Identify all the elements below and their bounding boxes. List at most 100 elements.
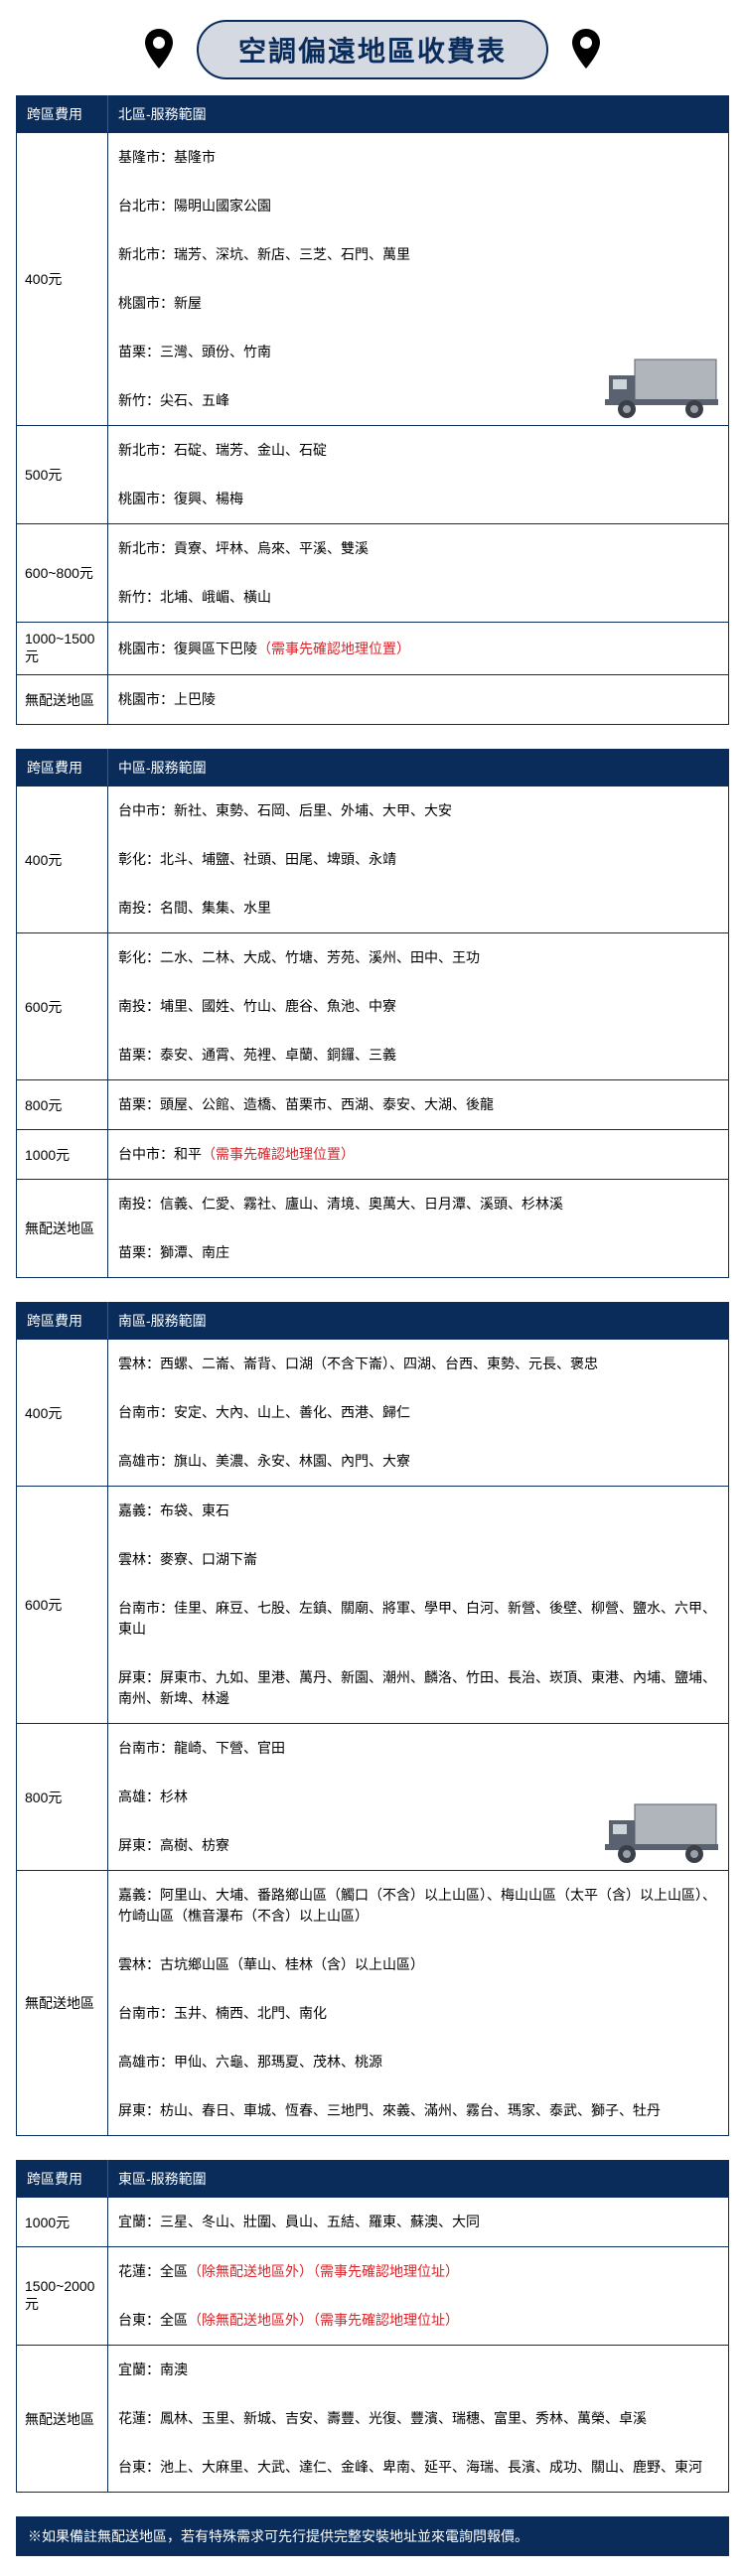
table-row: 400元雲林：西螺、二崙、崙背、口湖（不含下崙）、四湖、台西、東勢、元長、褒忠台… bbox=[17, 1340, 729, 1487]
table-row: 1500~2000元花蓮：全區（除無配送地區外）（需事先確認地理位址）台東：全區… bbox=[17, 2247, 729, 2346]
table-row: 500元新北市：石碇、瑞芳、金山、石碇桃園市：復興、楊梅 bbox=[17, 426, 729, 524]
area-cell: 桃園市：復興區下巴陵（需事先確認地理位置） bbox=[108, 623, 729, 675]
footer-note: ※如果備註無配送地區，若有特殊需求可先行提供完整安裝地址並來電詢問報價。 bbox=[16, 2516, 729, 2556]
col-header-area: 東區-服務範圍 bbox=[108, 2161, 729, 2198]
area-line: 苗栗：頭屋、公館、造橋、苗栗市、西湖、泰安、大湖、後龍 bbox=[108, 1080, 728, 1129]
area-line: 花蓮：全區（除無配送地區外）（需事先確認地理位址） bbox=[108, 2247, 728, 2296]
area-line: 基隆市：基隆市 bbox=[108, 133, 728, 182]
table-row: 400元基隆市：基隆市台北市：陽明山國家公園新北市：瑞芳、深坑、新店、三芝、石門… bbox=[17, 133, 729, 426]
area-line: 桃園市：復興區下巴陵（需事先確認地理位置） bbox=[108, 625, 728, 673]
fee-cell: 1500~2000元 bbox=[17, 2247, 108, 2346]
zone-section-south: 跨區費用南區-服務範圍400元雲林：西螺、二崙、崙背、口湖（不含下崙）、四湖、台… bbox=[16, 1302, 729, 2136]
truck-icon bbox=[605, 1798, 724, 1866]
area-line: 雲林：西螺、二崙、崙背、口湖（不含下崙）、四湖、台西、東勢、元長、褒忠 bbox=[108, 1340, 728, 1388]
area-cell: 彰化：二水、二林、大成、竹塘、芳苑、溪州、田中、王功南投：埔里、國姓、竹山、鹿谷… bbox=[108, 933, 729, 1080]
col-header-fee: 跨區費用 bbox=[17, 2161, 108, 2198]
area-cell: 台南市：龍崎、下營、官田高雄：杉林屏東：高樹、枋寮 bbox=[108, 1724, 729, 1871]
fee-cell: 800元 bbox=[17, 1724, 108, 1871]
fee-cell: 400元 bbox=[17, 787, 108, 933]
fee-cell: 1000元 bbox=[17, 1130, 108, 1180]
area-line: 台南市：佳里、麻豆、七股、左鎮、關廟、將軍、學甲、白河、新營、後壁、柳營、鹽水、… bbox=[108, 1584, 728, 1653]
area-line: 新竹：北埔、峨嵋、橫山 bbox=[108, 573, 728, 622]
fee-cell: 1000~1500元 bbox=[17, 623, 108, 675]
col-header-fee: 跨區費用 bbox=[17, 750, 108, 787]
area-line: 彰化：二水、二林、大成、竹塘、芳苑、溪州、田中、王功 bbox=[108, 933, 728, 982]
fee-cell: 無配送地區 bbox=[17, 675, 108, 725]
area-line: 桃園市：復興、楊梅 bbox=[108, 475, 728, 523]
fee-cell: 無配送地區 bbox=[17, 1871, 108, 2136]
area-line: 新北市：瑞芳、深坑、新店、三芝、石門、萬里 bbox=[108, 230, 728, 279]
fee-cell: 無配送地區 bbox=[17, 2346, 108, 2493]
area-line: 台東：池上、大麻里、大武、達仁、金峰、卑南、延平、海瑞、長濱、成功、關山、鹿野、… bbox=[108, 2443, 728, 2492]
area-line: 宜蘭：南澳 bbox=[108, 2346, 728, 2394]
area-line: 台中市：和平（需事先確認地理位置） bbox=[108, 1130, 728, 1179]
area-line: 苗栗：泰安、通霄、苑裡、卓蘭、銅鑼、三義 bbox=[108, 1031, 728, 1079]
table-row: 1000元台中市：和平（需事先確認地理位置） bbox=[17, 1130, 729, 1180]
fee-table: 跨區費用中區-服務範圍400元台中市：新社、東勢、石岡、后里、外埔、大甲、大安彰… bbox=[16, 749, 729, 1278]
area-line: 桃園市：上巴陵 bbox=[108, 675, 728, 724]
area-line: 台東：全區（除無配送地區外）（需事先確認地理位址） bbox=[108, 2296, 728, 2345]
location-pin-icon bbox=[568, 27, 604, 72]
table-row: 無配送地區桃園市：上巴陵 bbox=[17, 675, 729, 725]
area-line: 高雄市：旗山、美濃、永安、林園、內門、大寮 bbox=[108, 1437, 728, 1486]
fee-cell: 800元 bbox=[17, 1080, 108, 1130]
fee-cell: 1000元 bbox=[17, 2198, 108, 2247]
fee-cell: 無配送地區 bbox=[17, 1180, 108, 1278]
area-line: 屏東：枋山、春日、車城、恆春、三地門、來義、滿州、霧台、瑪家、泰武、獅子、牡丹 bbox=[108, 2086, 728, 2135]
area-cell: 苗栗：頭屋、公館、造橋、苗栗市、西湖、泰安、大湖、後龍 bbox=[108, 1080, 729, 1130]
area-line: 嘉義：阿里山、大埔、番路鄉山區（觸口（不含）以上山區）、梅山山區（太平（含）以上… bbox=[108, 1871, 728, 1940]
table-row: 無配送地區嘉義：阿里山、大埔、番路鄉山區（觸口（不含）以上山區）、梅山山區（太平… bbox=[17, 1871, 729, 2136]
area-cell: 新北市：貢寮、坪林、烏來、平溪、雙溪新竹：北埔、峨嵋、橫山 bbox=[108, 524, 729, 623]
area-cell: 台中市：和平（需事先確認地理位置） bbox=[108, 1130, 729, 1180]
zone-section-center: 跨區費用中區-服務範圍400元台中市：新社、東勢、石岡、后里、外埔、大甲、大安彰… bbox=[16, 749, 729, 1278]
table-row: 600元彰化：二水、二林、大成、竹塘、芳苑、溪州、田中、王功南投：埔里、國姓、竹… bbox=[17, 933, 729, 1080]
col-header-fee: 跨區費用 bbox=[17, 1303, 108, 1340]
truck-icon bbox=[605, 354, 724, 421]
area-line: 屏東：屏東市、九如、里港、萬丹、新園、潮州、麟洛、竹田、長治、崁頂、東港、內埔、… bbox=[108, 1653, 728, 1723]
area-cell: 宜蘭：南澳花蓮：鳳林、玉里、新城、吉安、壽豐、光復、豐濱、瑞穗、富里、秀林、萬榮… bbox=[108, 2346, 729, 2493]
area-line: 苗栗：獅潭、南庄 bbox=[108, 1228, 728, 1277]
fee-cell: 500元 bbox=[17, 426, 108, 524]
area-line: 台南市：龍崎、下營、官田 bbox=[108, 1724, 728, 1773]
area-cell: 嘉義：布袋、東石雲林：麥寮、口湖下崙台南市：佳里、麻豆、七股、左鎮、關廟、將軍、… bbox=[108, 1487, 729, 1724]
table-row: 1000~1500元桃園市：復興區下巴陵（需事先確認地理位置） bbox=[17, 623, 729, 675]
area-line: 台北市：陽明山國家公園 bbox=[108, 182, 728, 230]
table-row: 600元嘉義：布袋、東石雲林：麥寮、口湖下崙台南市：佳里、麻豆、七股、左鎮、關廟… bbox=[17, 1487, 729, 1724]
area-cell: 台中市：新社、東勢、石岡、后里、外埔、大甲、大安彰化：北斗、埔鹽、社頭、田尾、埤… bbox=[108, 787, 729, 933]
area-cell: 雲林：西螺、二崙、崙背、口湖（不含下崙）、四湖、台西、東勢、元長、褒忠台南市：安… bbox=[108, 1340, 729, 1487]
fee-cell: 600~800元 bbox=[17, 524, 108, 623]
area-line: 彰化：北斗、埔鹽、社頭、田尾、埤頭、永靖 bbox=[108, 835, 728, 884]
table-row: 800元苗栗：頭屋、公館、造橋、苗栗市、西湖、泰安、大湖、後龍 bbox=[17, 1080, 729, 1130]
location-pin-icon bbox=[141, 27, 177, 72]
area-line: 台中市：新社、東勢、石岡、后里、外埔、大甲、大安 bbox=[108, 787, 728, 835]
fee-cell: 600元 bbox=[17, 933, 108, 1080]
fee-table: 跨區費用南區-服務範圍400元雲林：西螺、二崙、崙背、口湖（不含下崙）、四湖、台… bbox=[16, 1302, 729, 2136]
page-title: 空調偏遠地區收費表 bbox=[197, 20, 548, 79]
area-cell: 新北市：石碇、瑞芳、金山、石碇桃園市：復興、楊梅 bbox=[108, 426, 729, 524]
fee-table: 跨區費用東區-服務範圍1000元宜蘭：三星、冬山、壯圍、員山、五結、羅東、蘇澳、… bbox=[16, 2160, 729, 2493]
table-row: 無配送地區南投：信義、仁愛、霧社、廬山、清境、奧萬大、日月潭、溪頭、杉林溪苗栗：… bbox=[17, 1180, 729, 1278]
area-cell: 桃園市：上巴陵 bbox=[108, 675, 729, 725]
area-line: 高雄市：甲仙、六龜、那瑪夏、茂林、桃源 bbox=[108, 2038, 728, 2086]
area-line: 新北市：石碇、瑞芳、金山、石碇 bbox=[108, 426, 728, 475]
page-header: 空調偏遠地區收費表 bbox=[0, 0, 745, 95]
area-line: 雲林：麥寮、口湖下崙 bbox=[108, 1535, 728, 1584]
fee-cell: 600元 bbox=[17, 1487, 108, 1724]
zone-section-east: 跨區費用東區-服務範圍1000元宜蘭：三星、冬山、壯圍、員山、五結、羅東、蘇澳、… bbox=[16, 2160, 729, 2493]
zone-section-north: 跨區費用北區-服務範圍400元基隆市：基隆市台北市：陽明山國家公園新北市：瑞芳、… bbox=[16, 95, 729, 725]
table-row: 400元台中市：新社、東勢、石岡、后里、外埔、大甲、大安彰化：北斗、埔鹽、社頭、… bbox=[17, 787, 729, 933]
area-cell: 基隆市：基隆市台北市：陽明山國家公園新北市：瑞芳、深坑、新店、三芝、石門、萬里桃… bbox=[108, 133, 729, 426]
area-cell: 南投：信義、仁愛、霧社、廬山、清境、奧萬大、日月潭、溪頭、杉林溪苗栗：獅潭、南庄 bbox=[108, 1180, 729, 1278]
table-row: 無配送地區宜蘭：南澳花蓮：鳳林、玉里、新城、吉安、壽豐、光復、豐濱、瑞穗、富里、… bbox=[17, 2346, 729, 2493]
area-cell: 宜蘭：三星、冬山、壯圍、員山、五結、羅東、蘇澳、大同 bbox=[108, 2198, 729, 2247]
area-line: 台南市：玉井、楠西、北門、南化 bbox=[108, 1989, 728, 2038]
area-line: 宜蘭：三星、冬山、壯圍、員山、五結、羅東、蘇澳、大同 bbox=[108, 2198, 728, 2246]
area-line: 嘉義：布袋、東石 bbox=[108, 1487, 728, 1535]
area-line: 台南市：安定、大內、山上、善化、西港、歸仁 bbox=[108, 1388, 728, 1437]
area-cell: 嘉義：阿里山、大埔、番路鄉山區（觸口（不含）以上山區）、梅山山區（太平（含）以上… bbox=[108, 1871, 729, 2136]
col-header-area: 南區-服務範圍 bbox=[108, 1303, 729, 1340]
fee-cell: 400元 bbox=[17, 1340, 108, 1487]
area-line: 南投：埔里、國姓、竹山、鹿谷、魚池、中寮 bbox=[108, 982, 728, 1031]
col-header-area: 北區-服務範圍 bbox=[108, 96, 729, 133]
area-line: 南投：名間、集集、水里 bbox=[108, 884, 728, 932]
